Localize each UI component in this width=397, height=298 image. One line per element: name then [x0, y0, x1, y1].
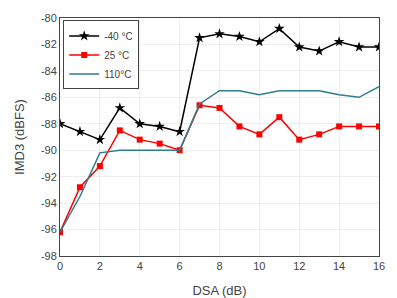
svg-text:-90: -90 — [41, 144, 57, 156]
svg-text:-94: -94 — [41, 197, 57, 209]
svg-text:-40 °C: -40 °C — [104, 31, 132, 42]
svg-text:0: 0 — [57, 260, 63, 272]
svg-text:16: 16 — [373, 260, 385, 272]
svg-text:IMD3 (dBFS): IMD3 (dBFS) — [12, 99, 27, 175]
svg-text:-80: -80 — [41, 12, 57, 24]
svg-text:-96: -96 — [41, 223, 57, 235]
svg-text:-84: -84 — [41, 65, 57, 77]
svg-text:DSA (dB): DSA (dB) — [192, 283, 246, 298]
svg-text:-92: -92 — [41, 171, 57, 183]
svg-text:14: 14 — [333, 260, 345, 272]
svg-text:8: 8 — [216, 260, 222, 272]
svg-text:10: 10 — [253, 260, 265, 272]
svg-text:-86: -86 — [41, 91, 57, 103]
svg-text:4: 4 — [137, 260, 143, 272]
svg-text:-88: -88 — [41, 118, 57, 130]
svg-text:-82: -82 — [41, 38, 57, 50]
svg-text:110°C: 110°C — [104, 69, 131, 80]
svg-text:6: 6 — [177, 260, 183, 272]
svg-text:2: 2 — [97, 260, 103, 272]
svg-text:12: 12 — [293, 260, 305, 272]
svg-text:25 °C: 25 °C — [104, 50, 129, 61]
svg-text:-98: -98 — [41, 250, 57, 262]
